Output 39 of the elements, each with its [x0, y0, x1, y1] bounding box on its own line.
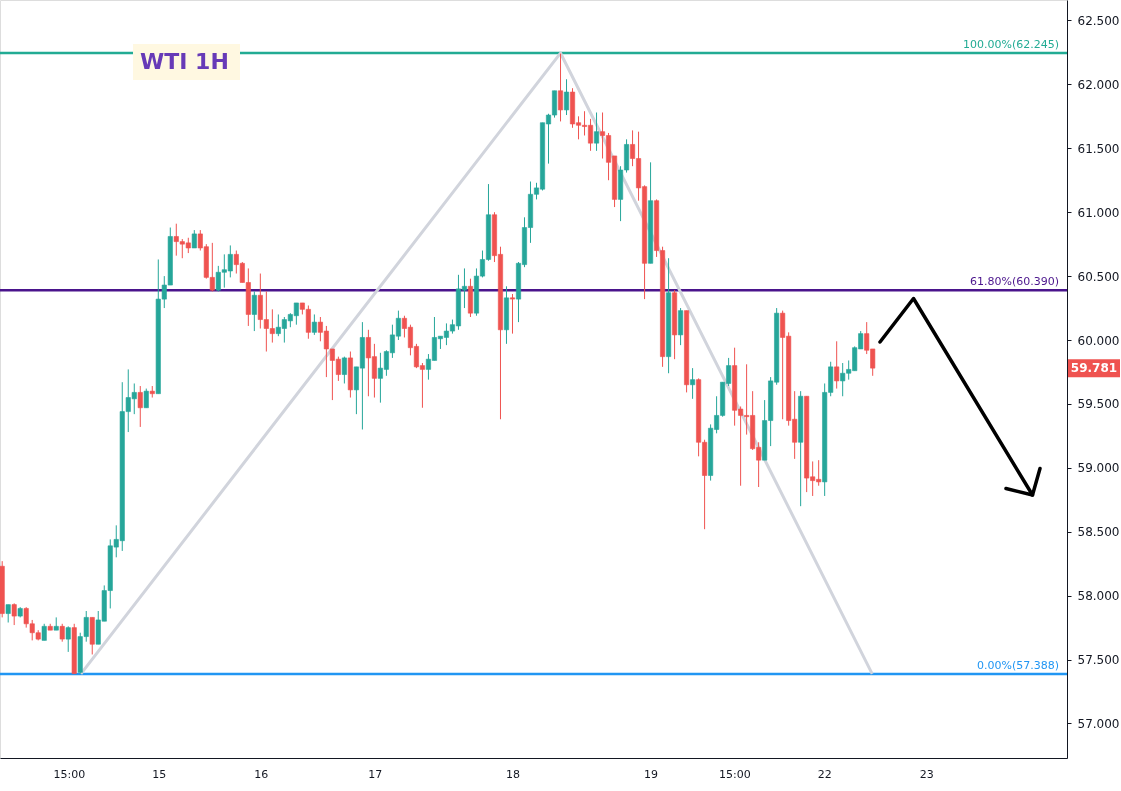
x-tick-label: 15:00 [718, 767, 751, 781]
ref-line-label: 0.00%(57.388) [976, 658, 1059, 672]
y-tick-label: 61.000 [1077, 205, 1120, 220]
candlestick [341, 356, 347, 384]
y-tick-label: 57.500 [1077, 653, 1120, 668]
candlestick [11, 602, 17, 626]
candlestick [510, 293, 515, 335]
ref-line-label: 61.80%(60.390) [969, 275, 1059, 289]
y-tick-label: 60.500 [1077, 269, 1120, 284]
y-tick-label: 62.500 [1077, 13, 1120, 28]
text: 59.781 [1070, 361, 1118, 376]
x-tick-label: 15:00 [53, 767, 86, 781]
x-tick-label: 23 [919, 767, 934, 781]
y-tick-label: 62.000 [1077, 77, 1120, 92]
y-tick-label: 60.000 [1077, 333, 1120, 348]
x-tick-label: 22 [817, 767, 832, 781]
candlestick [834, 340, 840, 390]
x-tick-label: 18 [506, 767, 521, 781]
y-tick-label: 58.500 [1077, 525, 1120, 540]
candlestick [251, 290, 257, 332]
text: WTI 1H [140, 49, 229, 74]
x-tick-label: 19 [643, 767, 658, 781]
y-tick-label: 59.000 [1077, 461, 1120, 476]
y-tick-label: 59.500 [1077, 397, 1120, 412]
candlestick [311, 313, 317, 336]
candlestick [558, 53, 564, 122]
x-tick-label: 16 [254, 767, 269, 781]
y-tick-label: 61.500 [1077, 141, 1120, 156]
y-tick-label: 57.000 [1077, 716, 1120, 731]
candlestick [564, 78, 570, 116]
candlestick [143, 388, 149, 409]
ref-line-label: 100.00%(62.245) [962, 38, 1059, 52]
candlestick [690, 367, 696, 400]
y-tick-label: 58.000 [1077, 589, 1120, 604]
x-tick-label: 17 [368, 767, 383, 781]
x-tick-label: 15 [152, 767, 167, 781]
candlestick [137, 385, 143, 428]
candlestick [594, 111, 600, 152]
candlestick [65, 625, 71, 653]
